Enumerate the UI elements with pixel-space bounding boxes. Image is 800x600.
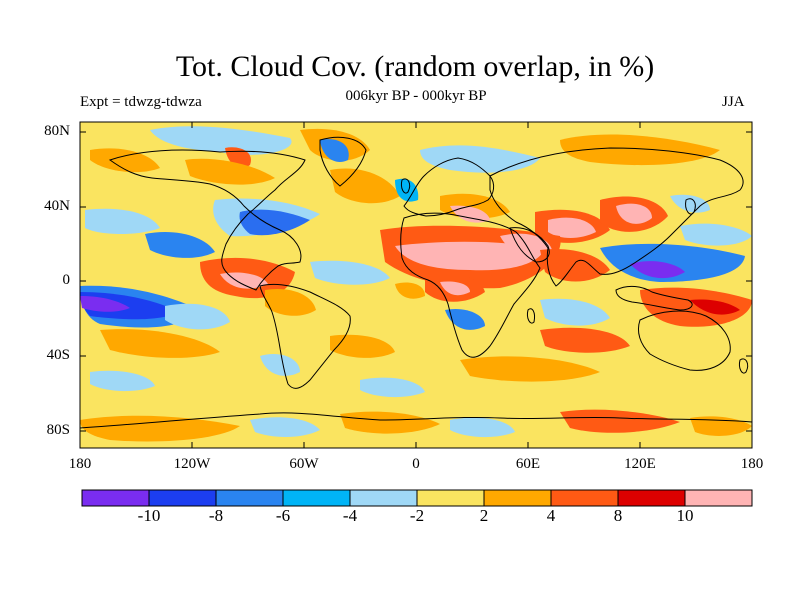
colorbar-label: -8: [208, 506, 224, 525]
caribbean-negative: [145, 232, 215, 258]
axis-ticks: [80, 122, 752, 448]
north-europe-negative: [420, 145, 540, 173]
indonesia-coast: [615, 285, 693, 311]
lat-label-40n: 40N: [44, 198, 70, 214]
colorbar-swatch: [148, 489, 217, 507]
canada-positive: [185, 158, 275, 185]
lon-label-120e: 120E: [624, 456, 656, 472]
north-pacific-positive: [90, 148, 160, 173]
sahel-strong: [395, 241, 545, 271]
north-africa-pos-1: [450, 205, 490, 223]
arabia-strong: [500, 233, 552, 255]
peru-negative: [165, 303, 230, 330]
west-pacific-negative: [600, 243, 745, 282]
west-africa-positive: [395, 282, 425, 299]
arctic-negative-patch: [150, 126, 292, 155]
greenland-coast: [319, 136, 367, 187]
lat-label-0: 0: [62, 272, 71, 288]
japan-coast: [685, 198, 696, 215]
lon-label-60e: 60E: [515, 456, 541, 472]
greenland-negative: [320, 139, 349, 162]
colorbar-label: -2: [409, 506, 425, 525]
north-pacific-negative: [85, 208, 160, 234]
east-pacific-negative-deep: [80, 296, 130, 312]
antarctic-negative-1: [250, 417, 320, 437]
asia-coast: [489, 147, 744, 287]
colorbar-label: 8: [613, 506, 623, 525]
colorbar: [81, 489, 753, 507]
contour-field: [80, 122, 752, 448]
south-america-negative: [260, 353, 300, 376]
colorbar-label: -6: [275, 506, 291, 525]
north-america-negative: [395, 178, 419, 202]
indonesia-positive: [640, 287, 752, 327]
north-atlantic-positive: [330, 168, 400, 204]
lat-label-40s: 40S: [46, 347, 70, 363]
uk-coast: [401, 178, 411, 194]
antarctic-positive-east: [560, 409, 680, 433]
coastlines: [79, 136, 753, 429]
east-us-negative-core: [239, 209, 310, 236]
west-pacific-deep: [630, 261, 685, 279]
japan-negative: [670, 194, 710, 213]
east-china-strong: [616, 203, 652, 224]
indonesia-strong: [690, 299, 740, 315]
colorbar-label: -4: [342, 506, 358, 525]
europe-coast: [403, 157, 495, 217]
lon-label-120w: 120W: [173, 456, 211, 472]
south-atlantic-positive: [330, 334, 395, 358]
colorbar-swatch: [416, 489, 485, 507]
experiment-label: Expt = tdwzg-tdwza: [80, 94, 202, 110]
south-pacific-positive: [100, 329, 220, 358]
colorbar-swatch: [483, 489, 552, 507]
colorbar-label: -10: [137, 506, 161, 525]
central-america-strong: [220, 272, 268, 289]
lon-label-60w: 60W: [289, 456, 319, 472]
antarctic-positive-mid: [340, 411, 440, 434]
indian-ocean-negative: [540, 298, 610, 326]
chart-title: Tot. Cloud Cov. (random overlap, in %): [175, 50, 655, 83]
antarctic-negative-2: [450, 417, 515, 438]
central-asia-strong: [548, 217, 596, 238]
lat-label-80s: 80S: [46, 422, 70, 438]
colorbar-swatch: [349, 489, 418, 507]
south-pacific-negative: [90, 370, 155, 392]
india-positive: [540, 248, 610, 282]
siberia-positive: [560, 134, 720, 166]
antarctica-coast: [79, 412, 753, 429]
colorbar-swatch: [215, 489, 284, 507]
southern-ocean-negative: [360, 377, 425, 398]
south-america-coast: [259, 283, 351, 389]
madagascar-coast: [527, 308, 535, 324]
colorbar-swatch: [550, 489, 619, 507]
lon-label-180w: 180: [68, 456, 92, 472]
colorbar-swatch: [617, 489, 686, 507]
north-west-pacific-negative: [680, 223, 752, 246]
colorbar-label: 2: [479, 506, 489, 525]
lat-label-80n: 80N: [44, 123, 70, 139]
season-label: JJA: [722, 94, 745, 110]
amazon-positive: [265, 288, 316, 316]
madagascar-negative: [445, 308, 485, 330]
colorbar-swatch: [684, 489, 753, 507]
new-zealand-coast: [739, 358, 749, 374]
lon-label-0: 0: [412, 456, 420, 472]
colorbar-label: 10: [676, 506, 694, 525]
lon-label-180e: 180: [740, 456, 764, 472]
colorbar-label: 4: [546, 506, 556, 525]
antarctic-positive-west: [80, 415, 240, 442]
colorbar-swatch: [81, 489, 150, 507]
equatorial-africa-strong: [440, 281, 470, 296]
north-america-coast: [108, 149, 306, 291]
south-indian-positive: [540, 327, 630, 353]
chart-subtitle: 006kyr BP - 000kyr BP: [345, 88, 487, 104]
colorbar-swatch: [282, 489, 351, 507]
australia-coast: [637, 310, 731, 371]
africa-coast: [400, 212, 541, 358]
southern-ocean-positive: [460, 356, 600, 382]
south-atlantic-negative: [310, 260, 390, 285]
